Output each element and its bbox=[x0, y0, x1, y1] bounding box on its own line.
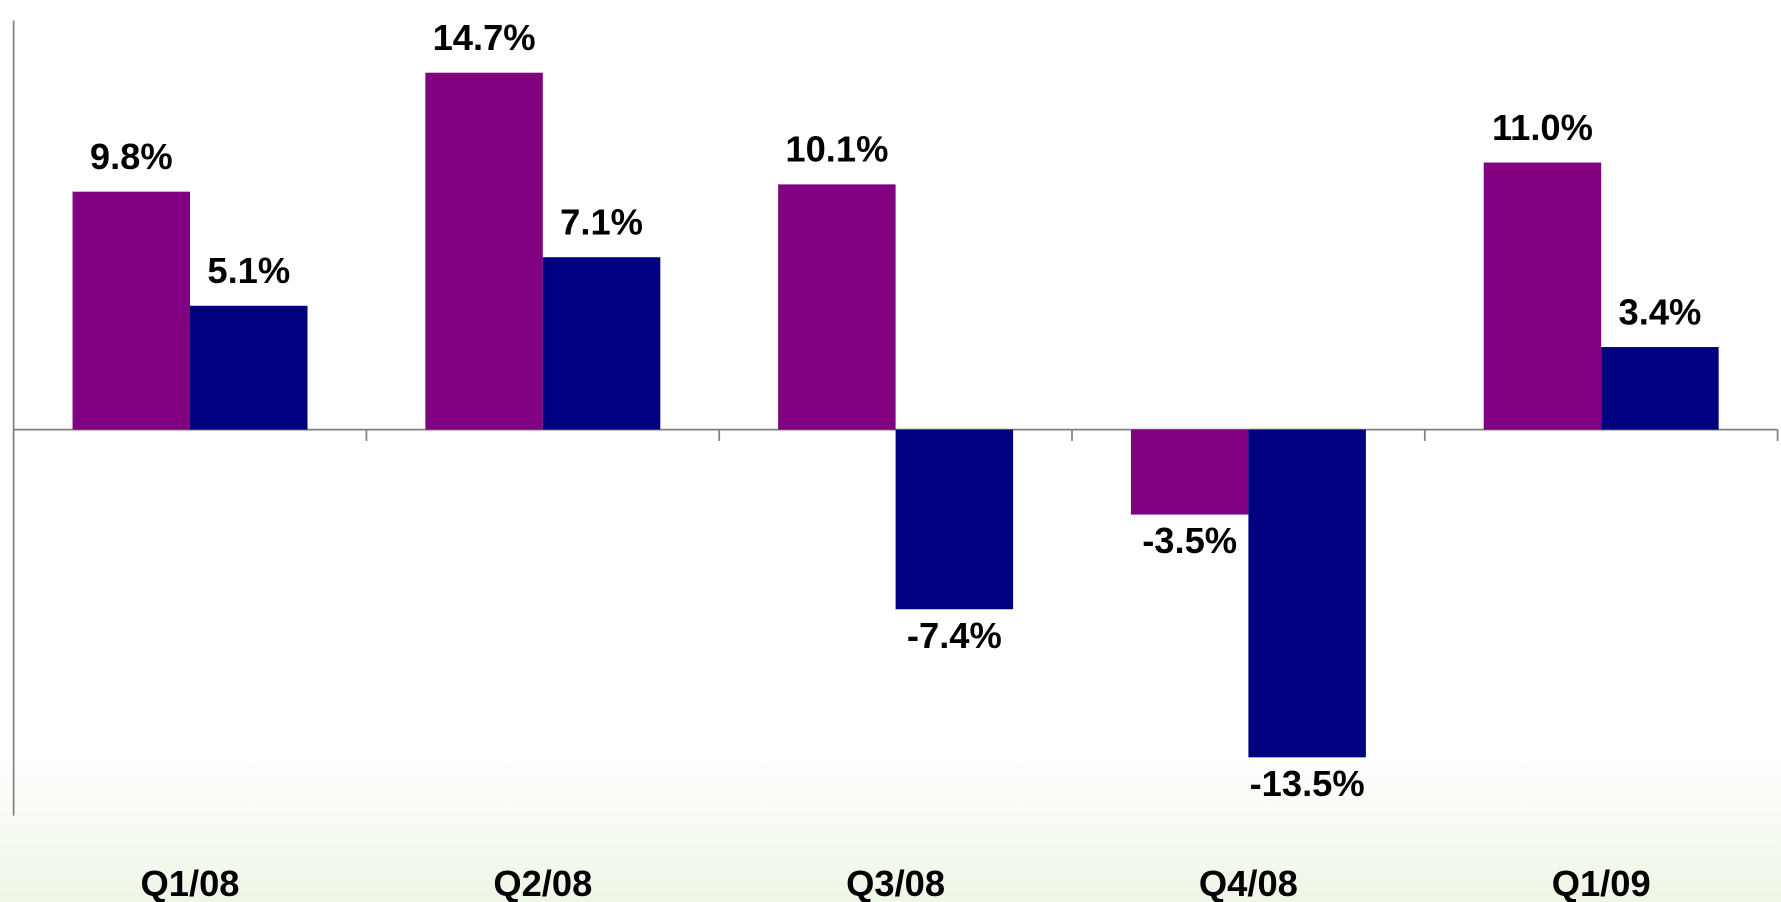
data-label: 5.1% bbox=[207, 250, 290, 291]
data-label: 11.0% bbox=[1492, 107, 1593, 148]
bar bbox=[1601, 347, 1719, 430]
x-tick-label: Q1/08 bbox=[141, 863, 240, 902]
x-tick-label: Q3/08 bbox=[846, 863, 945, 902]
data-label: 14.7% bbox=[433, 17, 536, 58]
bar bbox=[425, 72, 543, 430]
data-label: -7.4% bbox=[907, 615, 1002, 656]
data-label: 10.1% bbox=[785, 129, 888, 170]
bar bbox=[1483, 162, 1602, 430]
bar bbox=[895, 429, 1014, 610]
x-tick-label: Q4/08 bbox=[1199, 863, 1298, 902]
bar bbox=[542, 257, 661, 430]
bar bbox=[1248, 429, 1366, 758]
data-label: 3.4% bbox=[1619, 291, 1702, 332]
background bbox=[0, 749, 1781, 902]
data-label: 7.1% bbox=[560, 202, 643, 243]
x-tick-label: Q2/08 bbox=[493, 863, 592, 902]
bar bbox=[1130, 429, 1249, 515]
data-label: 9.8% bbox=[90, 136, 173, 177]
bar bbox=[190, 305, 308, 430]
x-tick-label: Q1/09 bbox=[1552, 863, 1651, 902]
bar bbox=[778, 184, 896, 430]
data-label: -3.5% bbox=[1142, 520, 1237, 561]
data-label: -13.5% bbox=[1250, 763, 1365, 804]
bar bbox=[72, 191, 191, 430]
